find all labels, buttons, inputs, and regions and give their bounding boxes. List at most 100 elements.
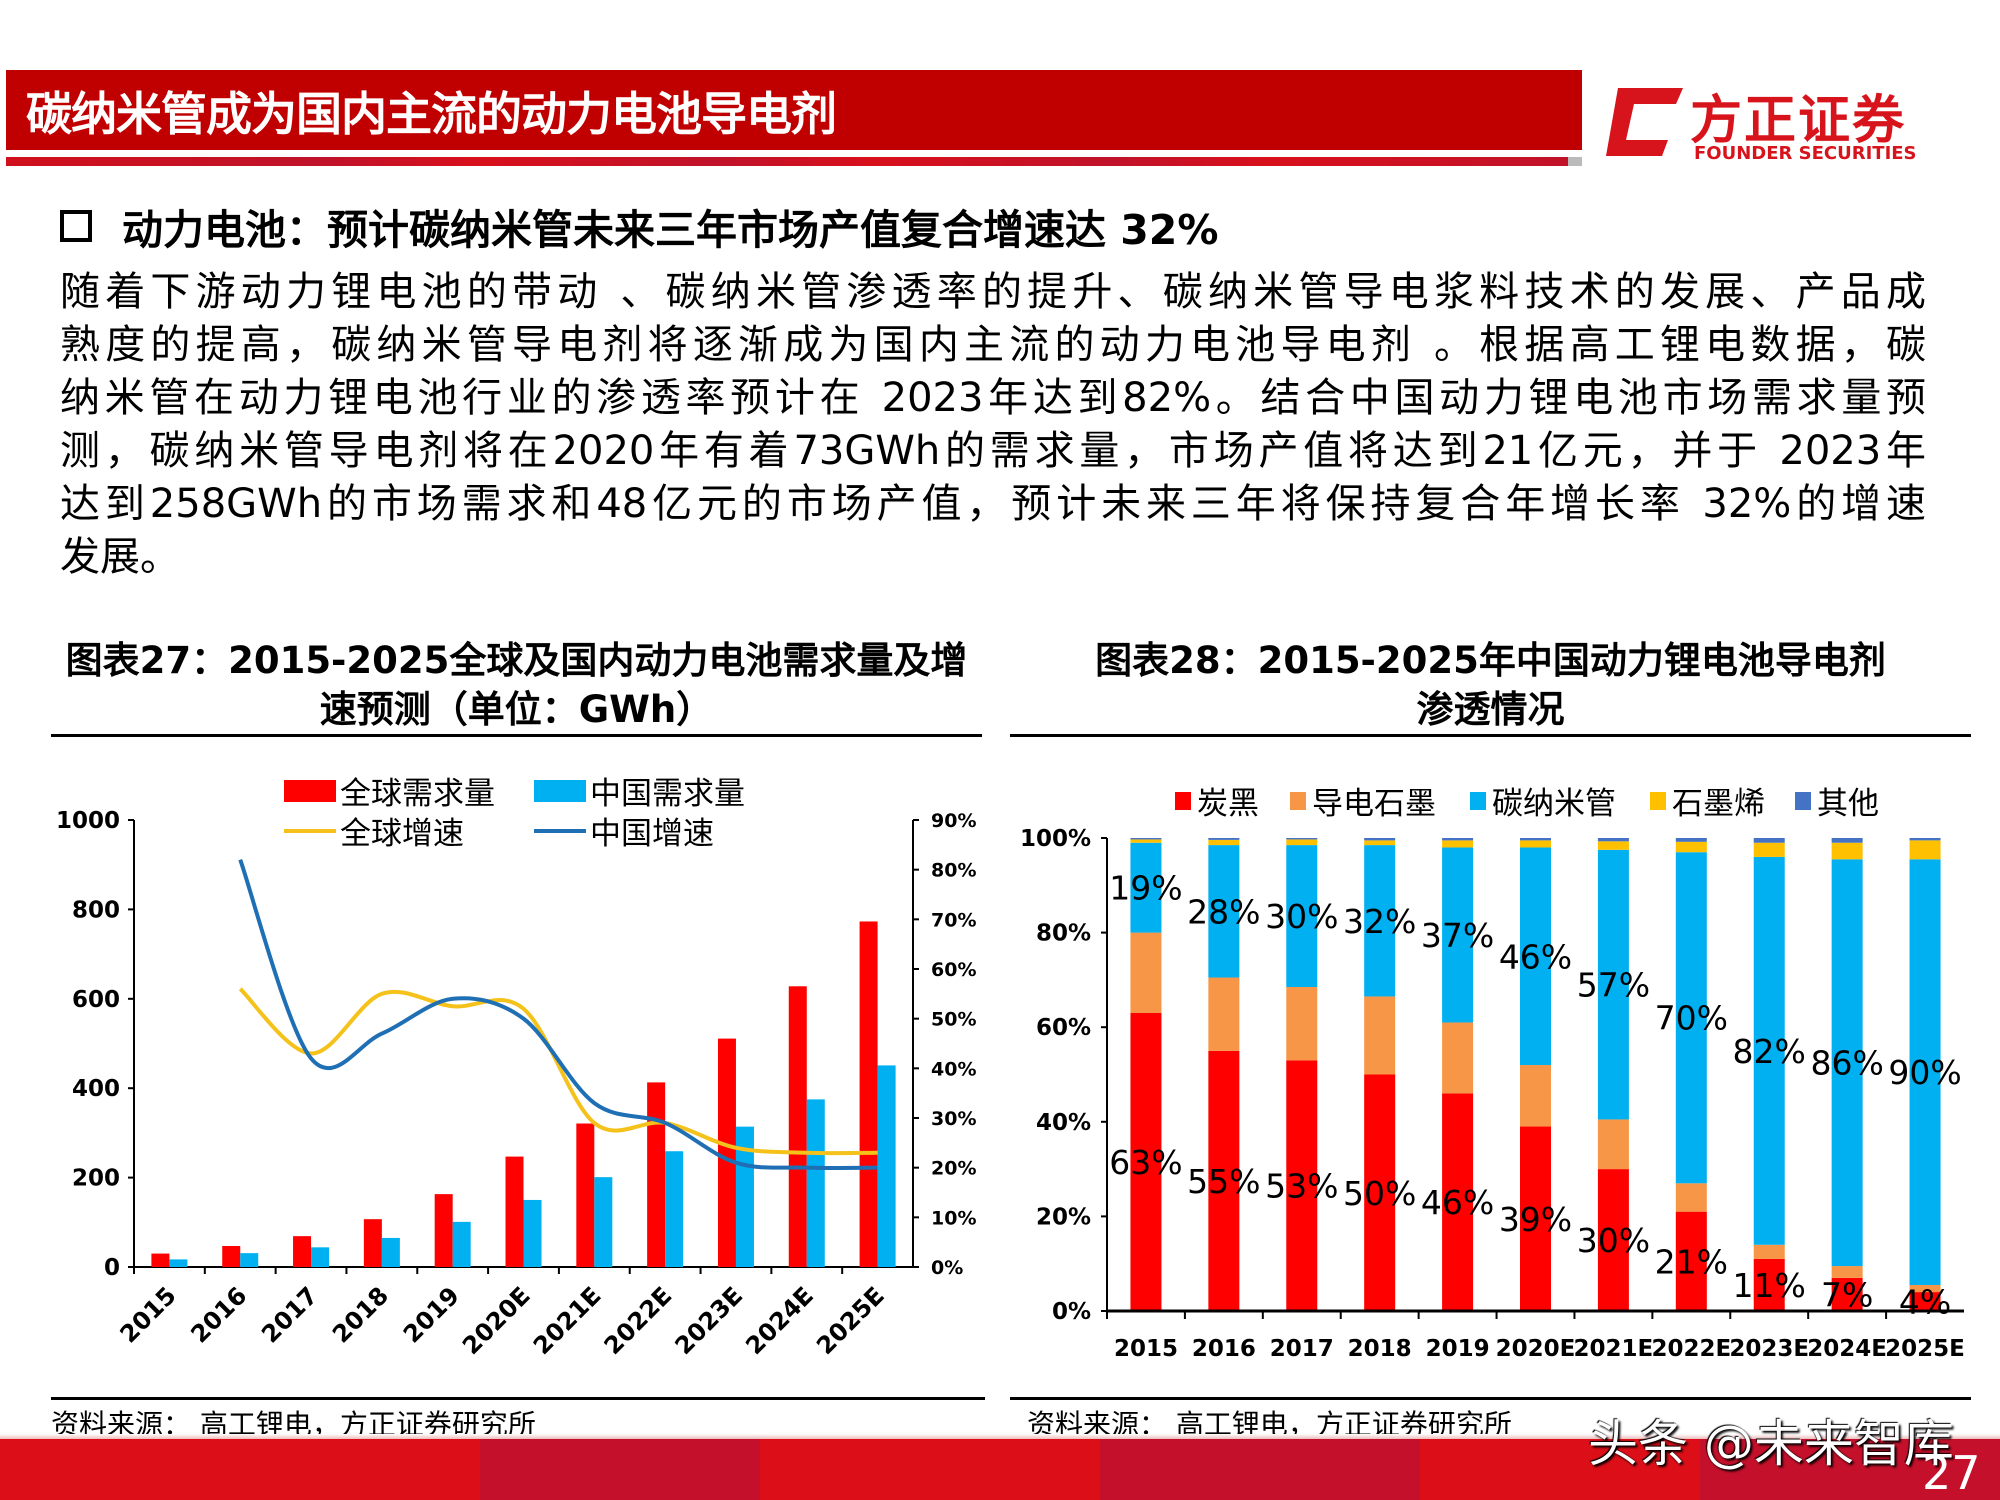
chart27-title-line: 图表27：2015-2025全球及国内动力电池需求量及增 [65, 639, 968, 682]
stacked-segment [1208, 838, 1240, 840]
stacked-segment [1753, 1244, 1785, 1259]
carbon-black-label: 55% [1187, 1162, 1260, 1201]
x-tick-label: 2024E [1807, 1336, 1887, 1362]
section-heading: 动力电池：预计碳纳米管未来三年市场产值复合增速达 32% [60, 196, 1218, 256]
china-demand-bar [452, 1221, 471, 1267]
stacked-segment [1909, 1284, 1941, 1293]
x-tick-label: 2025E [811, 1281, 890, 1360]
x-tick-label: 2025E [1885, 1336, 1965, 1362]
x-tick-label: 2015 [1114, 1336, 1178, 1362]
stacked-segment [1909, 1292, 1941, 1311]
china-demand-bar [240, 1253, 259, 1267]
cnt-label: 37% [1421, 916, 1494, 955]
stacked-segment [1597, 849, 1629, 1120]
carbon-black-label: 39% [1499, 1200, 1572, 1239]
stacked-segment [1675, 1211, 1707, 1311]
cnt-label: 90% [1888, 1053, 1961, 1092]
cnt-label: 46% [1499, 937, 1572, 976]
legend-label: 导电石墨 [1312, 786, 1436, 822]
stacked-segment [1442, 1022, 1474, 1094]
stacked-segment [1286, 986, 1318, 1061]
x-tick-label: 2018 [327, 1281, 394, 1348]
y-tick-label: 60% [1036, 1015, 1091, 1041]
stacked-segment [1675, 838, 1707, 842]
legend-label: 炭黑 [1197, 786, 1259, 822]
chart28-title: 图表28：2015-2025年中国动力锂电池导电剂 渗透情况 [1010, 636, 1971, 734]
stacked-segment [1909, 840, 1941, 860]
stacked-segment [1130, 842, 1162, 933]
left-tick-label: 200 [72, 1166, 120, 1192]
china-demand-bar [594, 1177, 613, 1267]
china-demand-bar [381, 1237, 400, 1267]
stacked-segment [1364, 838, 1396, 841]
x-tick-label: 2018 [1348, 1336, 1412, 1362]
stacked-segment [1520, 847, 1551, 1066]
china-demand-bar [523, 1199, 542, 1267]
stacked-segment [1753, 842, 1785, 857]
brand-name-cn: 方正证券 [1690, 91, 1907, 151]
global-demand-bar [293, 1236, 312, 1267]
stacked-segment [1675, 852, 1707, 1184]
x-tick-label: 2016 [1192, 1336, 1256, 1362]
left-tick-label: 0 [104, 1255, 120, 1281]
chart27-title-line: 速预测（单位：GWh） [319, 688, 714, 731]
header-stripe-end [1568, 157, 1582, 166]
y-tick-label: 80% [1036, 921, 1091, 947]
global-demand-bar [788, 986, 807, 1267]
stacked-segment [1675, 1183, 1707, 1212]
x-tick-label: 2022E [1651, 1336, 1731, 1362]
right-tick-label: 20% [931, 1158, 976, 1180]
right-tick-label: 30% [931, 1108, 976, 1130]
stacked-segment [1442, 847, 1474, 1023]
global-demand-bar [576, 1123, 595, 1267]
stacked-segment [1753, 856, 1785, 1245]
paragraph-line: 纳米管在动力锂电池行业的渗透率预计在 2023年达到82%。结合中国动力锂电池市… [60, 375, 1926, 421]
global-demand-bar [434, 1194, 453, 1267]
stacked-segment [1520, 838, 1551, 841]
left-tick-label: 1000 [56, 808, 120, 834]
cnt-label: 82% [1733, 1032, 1806, 1071]
x-tick-label: 2024E [740, 1281, 819, 1360]
carbon-black-label: 21% [1655, 1242, 1728, 1281]
legend-label: 中国增速 [590, 816, 714, 852]
footer-gradient [0, 1434, 2000, 1440]
cnt-label: 28% [1187, 892, 1260, 931]
right-tick-label: 60% [931, 959, 976, 981]
china-demand-bar [877, 1065, 896, 1267]
stacked-segment [1364, 840, 1396, 846]
stacked-segment [1208, 839, 1240, 846]
global-growth-line [238, 987, 878, 1156]
stacked-segment [1831, 1266, 1863, 1278]
carbon-black-label: 4% [1899, 1283, 1951, 1322]
left-tick-label: 400 [72, 1076, 120, 1102]
x-tick-label: 2021E [528, 1281, 607, 1360]
right-tick-label: 80% [931, 860, 976, 882]
chart27-source-rule [51, 1397, 985, 1400]
section-heading-text: 动力电池：预计碳纳米管未来三年市场产值复合增速达 32% [122, 206, 1219, 254]
left-tick-label: 800 [72, 897, 120, 923]
bullet-square-icon [60, 210, 92, 242]
stacked-segment [1130, 932, 1162, 1014]
stacked-segment [1675, 841, 1707, 853]
stacked-segment [1753, 1258, 1785, 1311]
stacked-segment [1520, 1065, 1551, 1127]
stacked-segment [1831, 838, 1863, 843]
stacked-segment [1597, 1119, 1629, 1170]
brand-name-en: FOUNDER SECURITIES [1694, 143, 1917, 164]
x-tick-label: 2017 [256, 1281, 323, 1348]
x-tick-label: 2015 [115, 1281, 182, 1348]
stacked-segment [1286, 839, 1318, 846]
global-demand-bar [222, 1245, 241, 1267]
stacked-segment [1520, 1126, 1551, 1311]
x-tick-label: 2020E [457, 1281, 536, 1360]
stacked-segment [1286, 845, 1318, 987]
right-tick-label: 10% [931, 1207, 976, 1229]
stacked-segment [1909, 859, 1941, 1285]
cnt-label: 86% [1810, 1044, 1883, 1083]
chart28-title-rule [1010, 734, 1971, 737]
right-tick-label: 40% [931, 1058, 976, 1080]
chart28-title-line: 渗透情况 [1416, 688, 1565, 731]
stacked-segment [1597, 1169, 1629, 1311]
stacked-segment [1831, 1277, 1863, 1311]
china-growth-line [238, 859, 878, 1171]
